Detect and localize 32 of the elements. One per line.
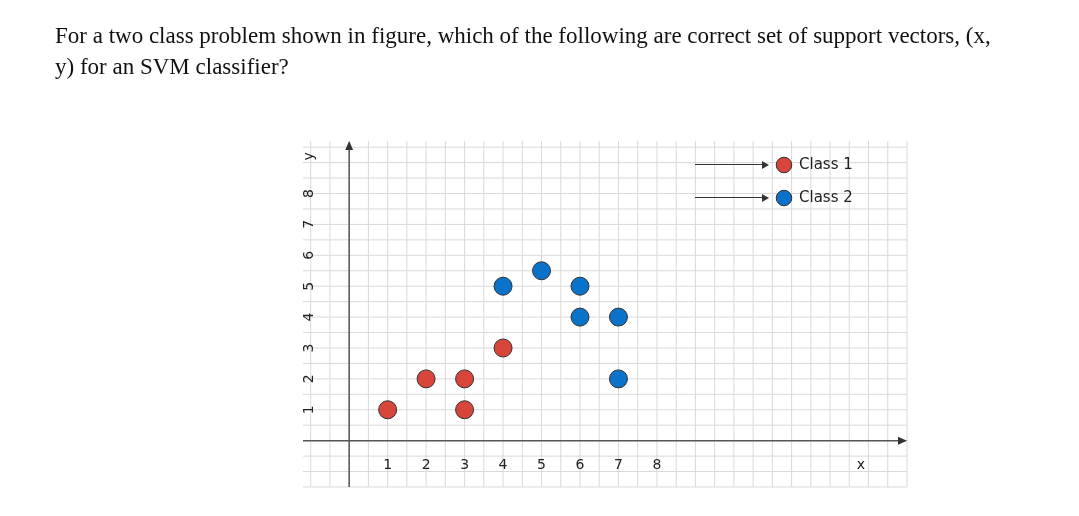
x-tick-label: 1: [383, 456, 393, 473]
y-tick-label: 8: [299, 189, 316, 198]
y-tick-label: 1: [299, 405, 316, 415]
point: [570, 276, 590, 296]
x-tick-label: 8: [652, 456, 662, 473]
y-tick-label: 2: [299, 374, 316, 384]
chart-title: For a two class problem shown in figure, which of the following are correct set of support vectors, (x, y) for an SVM classifier?: [55, 22, 992, 81]
point: [416, 369, 436, 389]
point: [608, 307, 628, 327]
y-tick-label: 7: [299, 219, 316, 229]
point: [570, 307, 590, 327]
point: [608, 369, 628, 389]
legend-label: Class 2: [799, 187, 853, 206]
legend-label: Class 1: [799, 154, 853, 173]
x-axis-title: x: [856, 456, 865, 473]
y-tick-label: 6: [299, 250, 316, 260]
x-tick-label: 5: [537, 456, 546, 473]
x-tick-label: 2: [421, 456, 431, 473]
x-tick-label: 6: [575, 456, 585, 473]
point: [493, 338, 513, 358]
y-tick-label: 3: [299, 343, 316, 353]
y-tick-label: 5: [299, 281, 316, 291]
y-tick-label: 4: [299, 312, 316, 322]
point: [493, 276, 513, 296]
x-tick-label: 3: [460, 456, 470, 473]
y-axis-title: y: [299, 152, 316, 161]
x-tick-label: 7: [614, 456, 623, 473]
x-tick-label: 4: [498, 456, 508, 473]
point: [532, 261, 552, 281]
point: [455, 400, 475, 420]
point: [455, 369, 475, 389]
point: [378, 400, 398, 420]
